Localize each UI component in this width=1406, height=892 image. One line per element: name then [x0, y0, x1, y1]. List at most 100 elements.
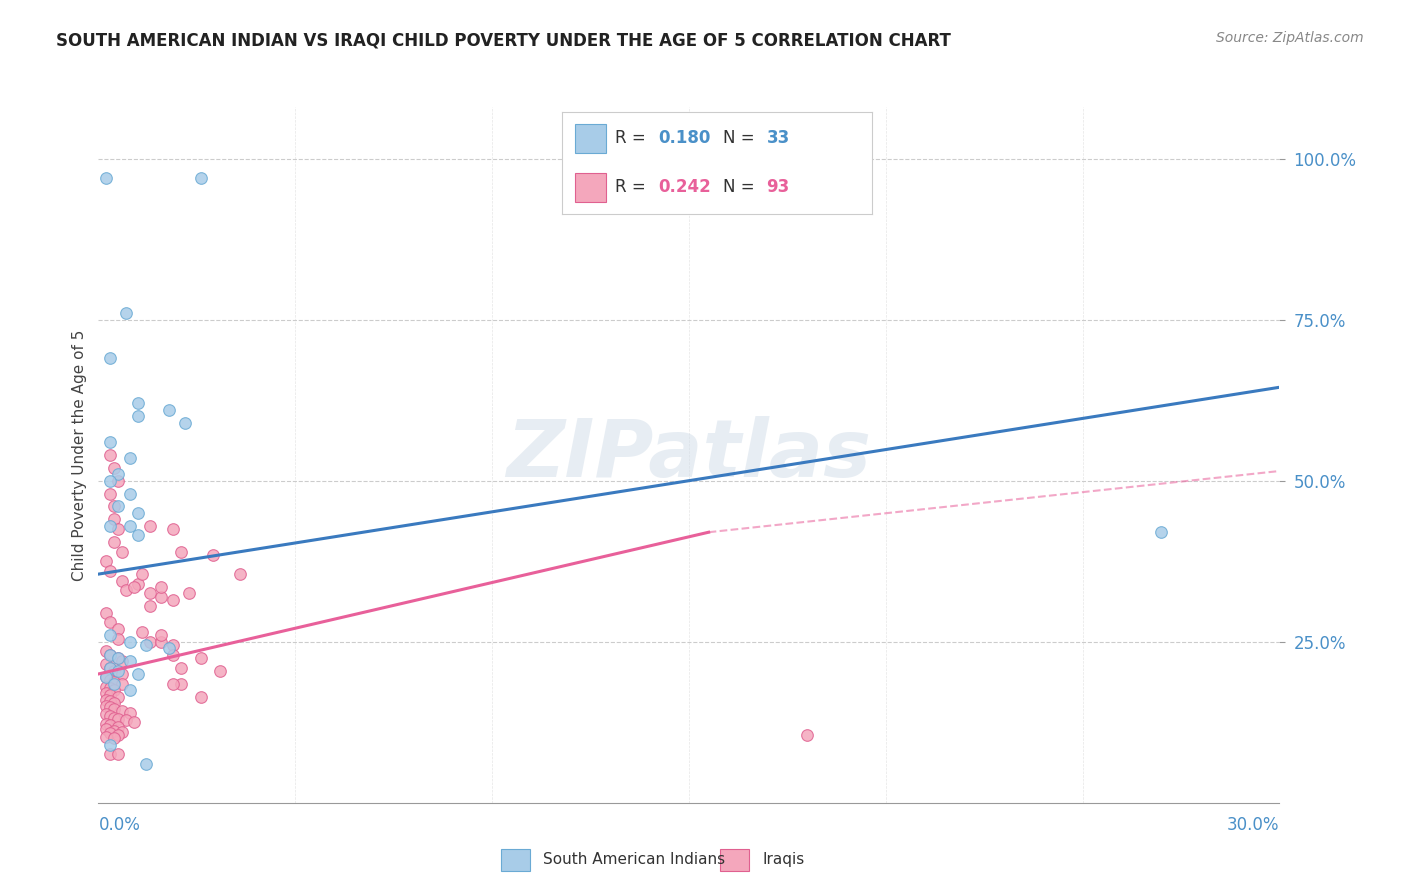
- Point: [118, 518, 141, 533]
- Point: [96, 670, 118, 684]
- Point: [96, 657, 118, 672]
- Point: [103, 676, 125, 690]
- Point: [118, 706, 141, 720]
- Text: 93: 93: [766, 178, 790, 196]
- Point: [111, 544, 134, 558]
- Point: [107, 651, 129, 665]
- Point: [111, 574, 134, 588]
- Point: [162, 648, 184, 662]
- Point: [209, 664, 232, 678]
- Point: [1150, 525, 1173, 540]
- Bar: [720, 849, 749, 871]
- Point: [98, 694, 121, 708]
- Point: [107, 500, 129, 514]
- Point: [111, 704, 134, 718]
- Point: [98, 474, 121, 488]
- Point: [103, 696, 125, 710]
- Point: [98, 660, 121, 674]
- Point: [96, 699, 118, 714]
- Text: 0.0%: 0.0%: [98, 816, 141, 834]
- Text: Iraqis: Iraqis: [762, 852, 804, 867]
- Point: [96, 692, 118, 706]
- Point: [98, 673, 121, 688]
- Point: [157, 641, 180, 656]
- Point: [96, 644, 118, 658]
- Point: [96, 717, 118, 731]
- Text: 0.242: 0.242: [658, 178, 711, 196]
- Point: [98, 435, 121, 450]
- Point: [170, 660, 193, 674]
- Point: [190, 690, 212, 704]
- Point: [111, 667, 134, 681]
- Point: [138, 599, 160, 614]
- Point: [115, 306, 138, 320]
- Point: [96, 730, 118, 744]
- Point: [131, 625, 153, 640]
- Point: [135, 757, 157, 772]
- Point: [162, 638, 184, 652]
- Point: [96, 680, 118, 694]
- Point: [135, 638, 157, 652]
- Point: [170, 544, 193, 558]
- Point: [138, 518, 160, 533]
- Point: [98, 738, 121, 752]
- Point: [96, 706, 118, 721]
- Point: [190, 170, 212, 185]
- Point: [127, 576, 149, 591]
- Point: [103, 723, 125, 738]
- Point: [107, 622, 129, 636]
- Point: [98, 351, 121, 366]
- Text: South American Indians: South American Indians: [543, 852, 725, 867]
- Point: [138, 634, 160, 648]
- Point: [98, 518, 121, 533]
- Point: [98, 486, 121, 500]
- Point: [98, 564, 121, 578]
- Point: [98, 648, 121, 662]
- Point: [170, 676, 193, 690]
- Point: [96, 606, 118, 620]
- Point: [96, 670, 118, 684]
- Point: [98, 628, 121, 642]
- Point: [103, 460, 125, 475]
- Point: [118, 654, 141, 668]
- Point: [107, 467, 129, 482]
- Point: [107, 664, 129, 678]
- Point: [127, 667, 149, 681]
- Point: [107, 690, 129, 704]
- Point: [111, 654, 134, 668]
- Point: [118, 634, 141, 648]
- Point: [118, 683, 141, 698]
- Point: [98, 700, 121, 714]
- Text: ZIPatlas: ZIPatlas: [506, 416, 872, 494]
- Text: N =: N =: [723, 129, 761, 147]
- Point: [127, 506, 149, 520]
- Point: [107, 632, 129, 646]
- Text: Source: ZipAtlas.com: Source: ZipAtlas.com: [1216, 31, 1364, 45]
- Point: [115, 714, 138, 728]
- Point: [103, 534, 125, 549]
- Text: 0.180: 0.180: [658, 129, 710, 147]
- Point: [122, 715, 145, 730]
- Text: SOUTH AMERICAN INDIAN VS IRAQI CHILD POVERTY UNDER THE AGE OF 5 CORRELATION CHAR: SOUTH AMERICAN INDIAN VS IRAQI CHILD POV…: [56, 31, 950, 49]
- Text: R =: R =: [614, 178, 651, 196]
- Point: [157, 402, 180, 417]
- Point: [162, 592, 184, 607]
- Point: [122, 580, 145, 594]
- Point: [98, 448, 121, 462]
- Point: [107, 712, 129, 726]
- Point: [98, 681, 121, 695]
- Point: [115, 583, 138, 598]
- Point: [96, 554, 118, 568]
- Point: [103, 731, 125, 746]
- Point: [118, 451, 141, 466]
- Point: [107, 728, 129, 742]
- Point: [98, 747, 121, 762]
- Point: [796, 728, 818, 742]
- Point: [150, 580, 173, 594]
- Point: [190, 651, 212, 665]
- Text: N =: N =: [723, 178, 761, 196]
- Point: [98, 660, 121, 674]
- Point: [98, 708, 121, 723]
- Point: [103, 702, 125, 716]
- Point: [150, 590, 173, 604]
